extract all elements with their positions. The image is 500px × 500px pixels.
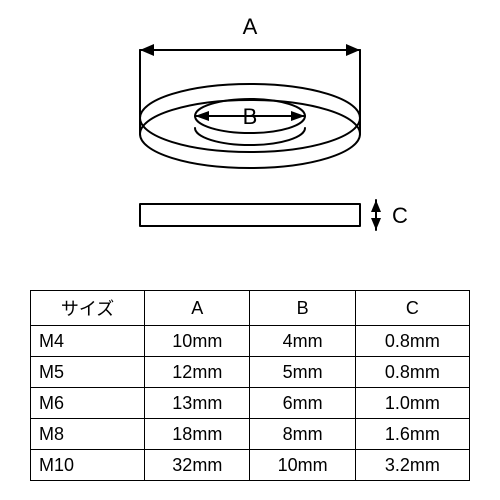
label-a: A (243, 14, 258, 39)
spec-table: サイズ A B C M4 10mm 4mm 0.8mm M5 12mm 5mm (30, 290, 470, 481)
cell-b: 10mm (250, 450, 355, 481)
table-row: M8 18mm 8mm 1.6mm (31, 419, 470, 450)
cell-size: M5 (31, 357, 145, 388)
cell-c: 3.2mm (355, 450, 469, 481)
label-c: C (392, 203, 408, 228)
col-b: B (250, 291, 355, 326)
cell-a: 12mm (145, 357, 250, 388)
washer-diagram: A B (0, 10, 500, 270)
cell-b: 5mm (250, 357, 355, 388)
spec-table-wrap: サイズ A B C M4 10mm 4mm 0.8mm M5 12mm 5mm (30, 290, 470, 481)
cell-a: 10mm (145, 326, 250, 357)
cell-size: M6 (31, 388, 145, 419)
cell-size: M4 (31, 326, 145, 357)
washer-spec-card: A B (0, 0, 500, 500)
cell-b: 4mm (250, 326, 355, 357)
table-row: M6 13mm 6mm 1.0mm (31, 388, 470, 419)
cell-c: 1.0mm (355, 388, 469, 419)
col-c: C (355, 291, 469, 326)
cell-c: 0.8mm (355, 357, 469, 388)
col-size: サイズ (31, 291, 145, 326)
cell-c: 1.6mm (355, 419, 469, 450)
cell-a: 13mm (145, 388, 250, 419)
cell-c: 0.8mm (355, 326, 469, 357)
table-row: M5 12mm 5mm 0.8mm (31, 357, 470, 388)
cell-size: M8 (31, 419, 145, 450)
washer-svg: A B (60, 10, 440, 270)
cell-a: 18mm (145, 419, 250, 450)
table-row: M10 32mm 10mm 3.2mm (31, 450, 470, 481)
table-header-row: サイズ A B C (31, 291, 470, 326)
col-a: A (145, 291, 250, 326)
table-row: M4 10mm 4mm 0.8mm (31, 326, 470, 357)
cell-b: 6mm (250, 388, 355, 419)
cell-a: 32mm (145, 450, 250, 481)
cell-b: 8mm (250, 419, 355, 450)
cell-size: M10 (31, 450, 145, 481)
